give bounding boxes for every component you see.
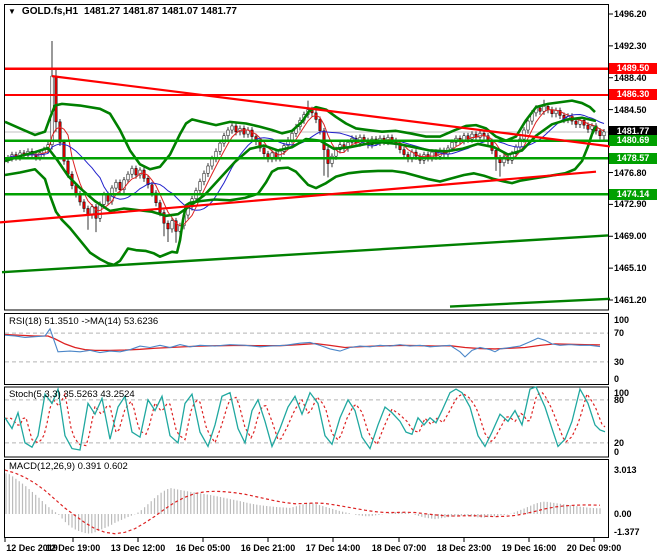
ma-fast-line (7, 109, 605, 227)
time-tick-label: 13 Dec 12:00 (110, 543, 166, 553)
price-tick-label: 1496.20 (614, 9, 647, 19)
main-panel-border (4, 4, 609, 311)
channel-support-trendline (1, 234, 609, 274)
rsi-label: RSI(18) 51.3510 ->MA(14) 53.6236 (9, 316, 159, 327)
time-tick-label: 18 Dec 07:00 (371, 543, 427, 553)
lower-channel-segment-trendline (449, 297, 611, 308)
macd-signal-line (4, 469, 601, 535)
stoch-k-line (4, 386, 606, 451)
price-level-badge: 1486.30 (609, 89, 657, 101)
macd-scale-label: 0.00 (614, 509, 632, 519)
rsi-scale-label: 70 (614, 328, 625, 339)
time-tick-label: 12 Dec 19:00 (45, 543, 101, 553)
price-tick-label: 1492.30 (614, 40, 647, 51)
stochastic-label: Stoch(5,3,3) 35.5263 43.2524 (9, 389, 135, 400)
rsi-scale-label: 30 (614, 356, 625, 367)
symbol-dropdown-icon[interactable]: ▼ (8, 6, 16, 16)
rsi-line (4, 327, 601, 358)
price-tick-label: 1465.10 (614, 263, 647, 274)
price-level-badge: 1481.77 (609, 126, 657, 138)
descending-resistance-trendline (51, 75, 611, 148)
candlesticks (6, 40, 606, 243)
price-level-badge: 1480.69 (609, 135, 657, 147)
stoch-scale-label: 80 (614, 394, 625, 405)
macd-scale-label: 3.013 (614, 464, 637, 475)
time-tick-label: 19 Dec 16:00 (501, 543, 557, 553)
rsi-scale-label: 0 (614, 374, 620, 384)
macd-panel-border (4, 459, 609, 538)
band-middle (4, 116, 597, 218)
time-tick-label: 16 Dec 21:00 (240, 543, 296, 553)
price-tick-label: 1461.20 (614, 294, 647, 305)
stoch-scale-label: 0 (614, 447, 620, 457)
price-tick-label: 1488.40 (614, 72, 647, 83)
price-level-badge: 1478.57 (609, 152, 657, 164)
chart-title: ▼ GOLD.fs,H1 1481.27 1481.87 1481.07 148… (8, 6, 237, 17)
time-tick-label: 16 Dec 05:00 (175, 543, 231, 553)
time-tick-label: 20 Dec 09:00 (566, 543, 622, 553)
symbol-label: GOLD.fs,H1 (21, 6, 79, 17)
macd-scale-label: -1.377 (614, 527, 640, 537)
stoch-scale-label: 20 (614, 437, 625, 448)
time-tick-label: 17 Dec 14:00 (305, 543, 361, 553)
macd-label: MACD(12,26,9) 0.391 0.602 (9, 461, 128, 472)
stoch-d-line (5, 391, 606, 447)
rsi-panel-border (4, 313, 609, 385)
rsi-scale-label: 100 (614, 315, 630, 325)
stoch-scale-label: 100 (614, 388, 630, 398)
price-tick-label: 1484.50 (614, 104, 647, 115)
macd-histogram (5, 473, 601, 534)
price-level-badge: 1489.50 (609, 63, 657, 75)
ascending-support-trendline (0, 170, 597, 224)
price-tick-label: 1476.80 (614, 167, 647, 178)
stoch-panel-border (4, 386, 609, 458)
price-tick-label: 1472.90 (614, 199, 647, 210)
price-tick-label: 1469.00 (614, 231, 647, 242)
ohlc-quote: 1481.27 1481.87 1481.07 1481.77 (84, 6, 237, 17)
time-tick-label: 18 Dec 23:00 (436, 543, 492, 553)
price-level-badge: 1474.14 (609, 188, 657, 200)
time-tick-label: 12 Dec 2019 (6, 543, 58, 553)
